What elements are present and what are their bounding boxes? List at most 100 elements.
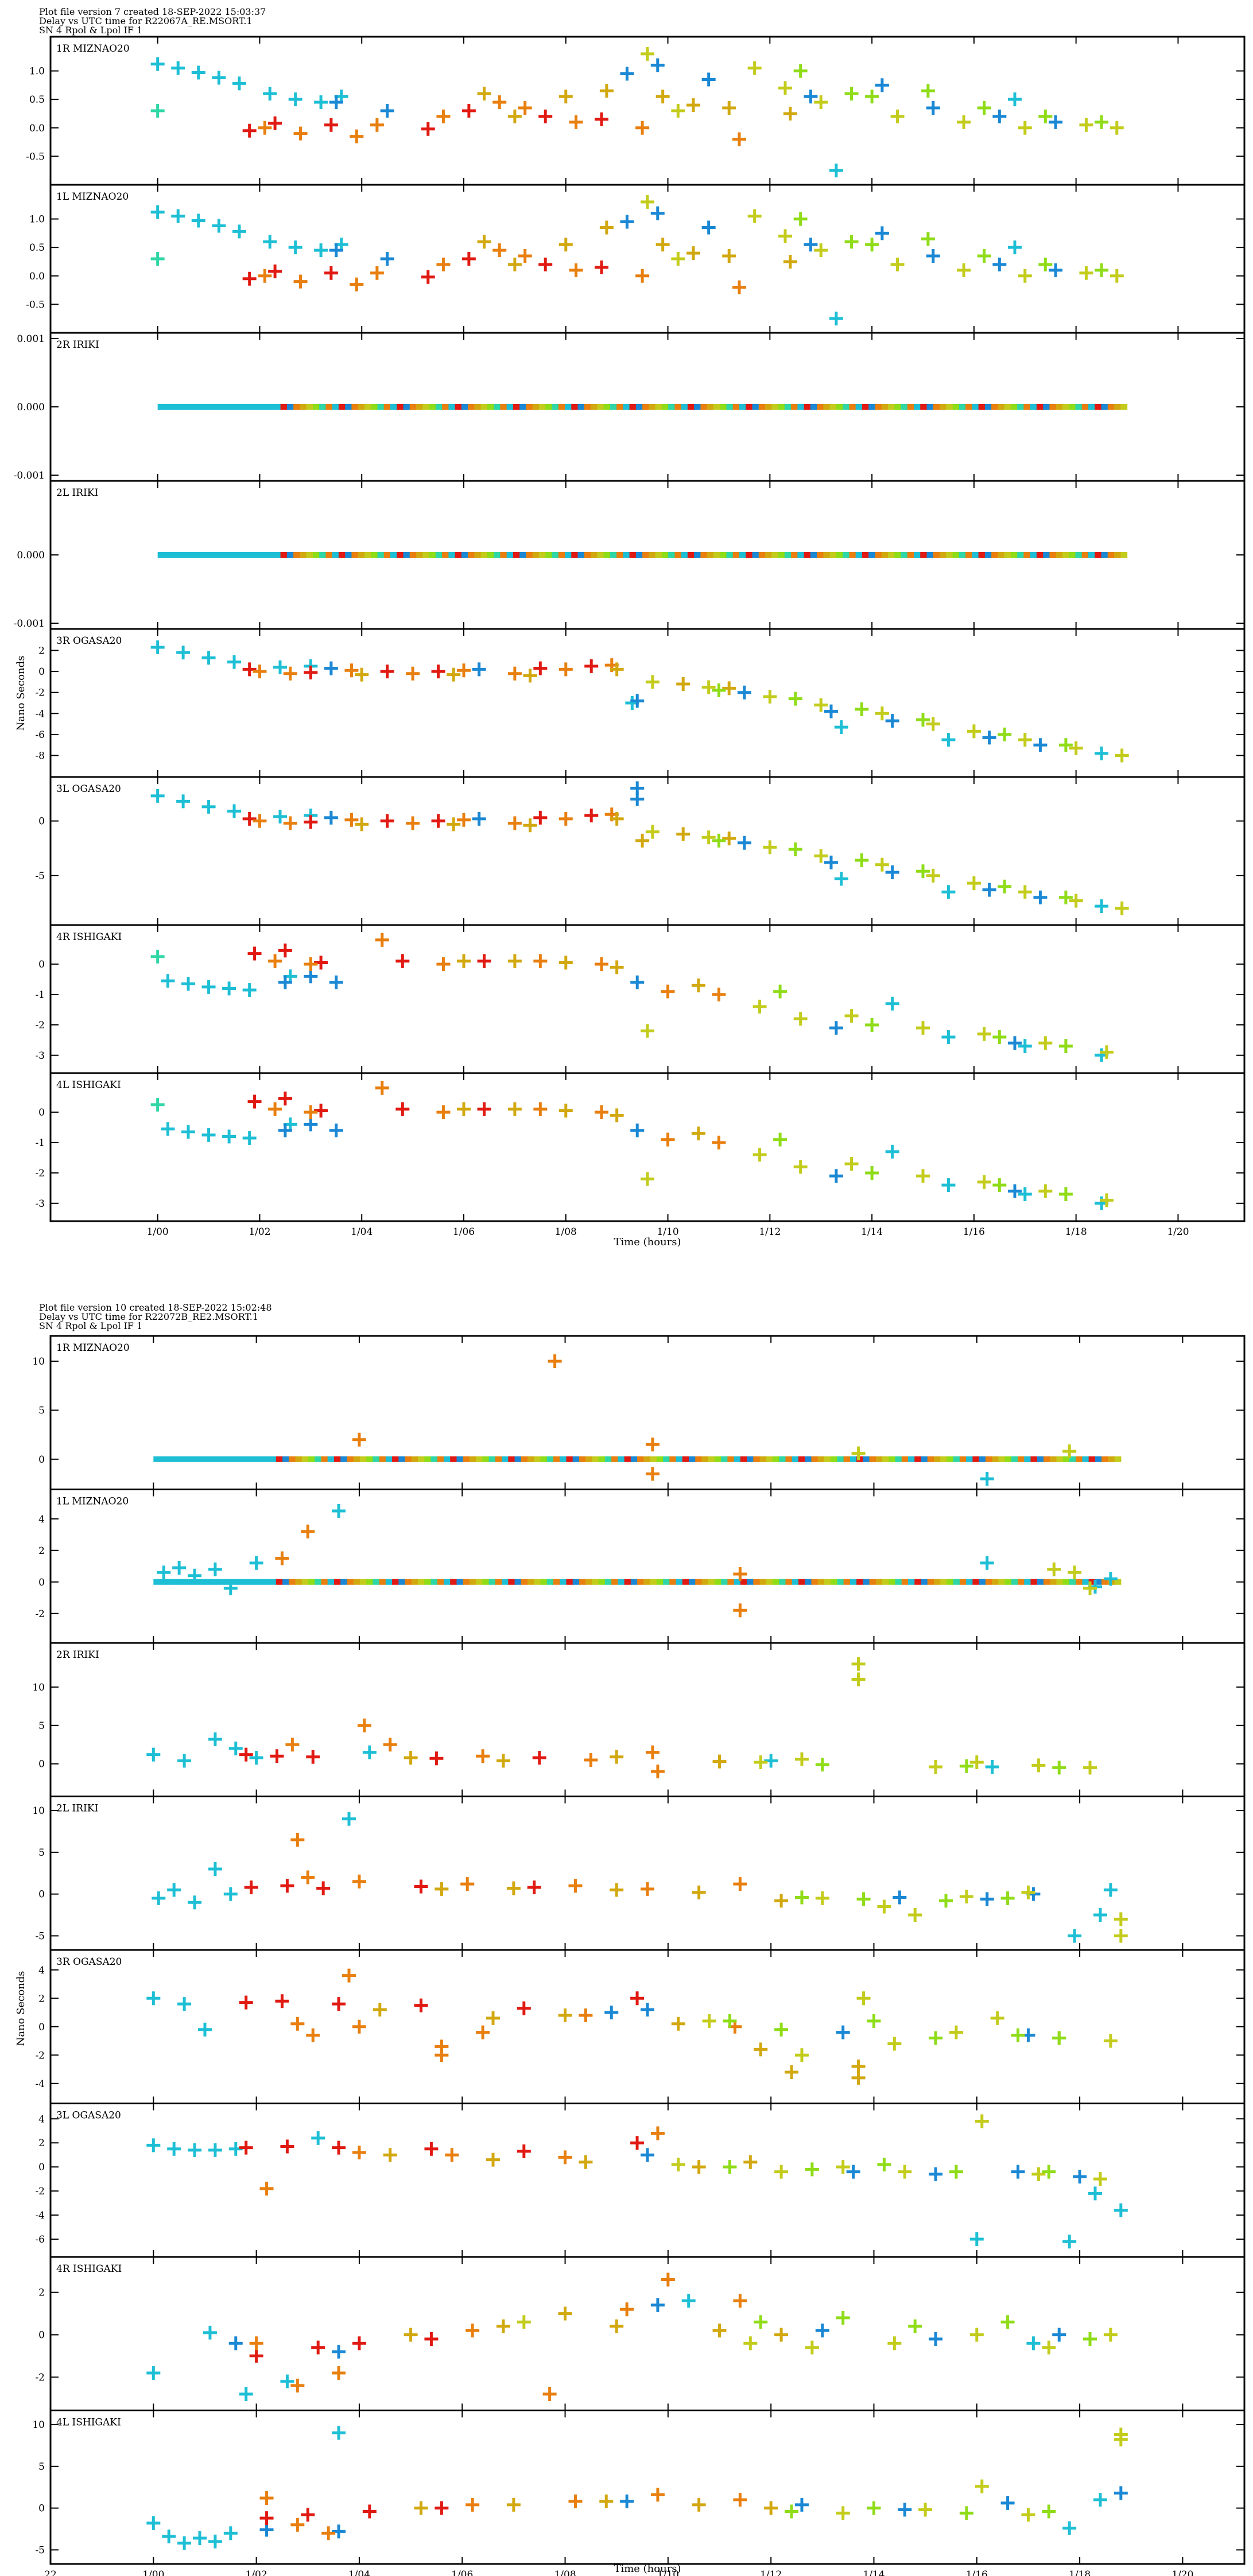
stripe-segment: [1030, 1456, 1038, 1462]
stripe-segment: [558, 552, 565, 558]
stripe-segment: [829, 404, 837, 410]
stripe-segment: [927, 1456, 934, 1462]
stripe-segment: [519, 552, 527, 558]
stripe-segment: [921, 1579, 928, 1585]
stripe-segment: [301, 1579, 309, 1585]
stripe-segment: [616, 552, 623, 558]
stripe-segment: [798, 1456, 805, 1462]
data-point-orange: [620, 2302, 634, 2317]
data-point-yellow: [645, 825, 660, 839]
stripe-segment: [250, 1456, 257, 1462]
stripe-segment: [978, 404, 986, 410]
data-point-red: [306, 1750, 320, 1764]
y-tick-label: -1: [35, 1137, 45, 1149]
data-point-teal: [150, 949, 165, 963]
stripe-segment: [553, 1456, 560, 1462]
data-point-yellow: [778, 81, 792, 95]
data-point-green: [992, 1178, 1007, 1192]
data-point-red: [517, 2144, 531, 2158]
data-point-blue: [1011, 2165, 1025, 2179]
stripe-segment: [740, 1579, 747, 1585]
data-point-blue: [1008, 1036, 1022, 1050]
data-point-yellow: [641, 195, 654, 209]
data-point-cyan: [228, 1741, 243, 1755]
stripe-segment: [416, 404, 423, 410]
stripe-segment: [468, 404, 475, 410]
data-point-blue: [332, 2345, 346, 2359]
stripe-segment: [623, 552, 630, 558]
data-point-yellow: [977, 1175, 991, 1189]
data-point-cyan: [222, 1129, 236, 1144]
stripe-segment: [681, 404, 688, 410]
plot-header-line: Delay vs UTC time for R22072B_RE2.MSORT.…: [39, 1311, 258, 1322]
stripe-segment: [836, 404, 843, 410]
data-point-gold: [457, 954, 471, 968]
stripe-segment: [553, 1579, 560, 1585]
data-point-yellow: [1103, 2034, 1118, 2048]
data-point-cyan: [167, 2142, 181, 2156]
data-point-red: [424, 2142, 439, 2156]
data-point-cyan: [829, 312, 843, 326]
data-point-gold: [457, 1102, 471, 1116]
stripe-segment: [545, 552, 553, 558]
stripe-segment: [946, 552, 953, 558]
data-point-yellow: [975, 2479, 989, 2493]
data-point-blue: [650, 58, 665, 72]
data-point-red: [301, 2508, 315, 2522]
y-tick-label: 5: [38, 1405, 45, 1416]
stripe-segment: [824, 1456, 831, 1462]
stripe-segment: [765, 404, 772, 410]
data-point-green: [959, 2506, 973, 2520]
stripe-segment: [1024, 1579, 1031, 1585]
data-point-orange: [306, 2028, 320, 2042]
data-point-blue: [992, 257, 1007, 271]
data-point-red: [435, 2501, 449, 2515]
y-tick-label: 0: [38, 816, 45, 827]
stripe-segment: [1076, 1456, 1083, 1462]
stripe-segment: [254, 552, 262, 558]
data-point-orange: [492, 243, 507, 258]
stripe-segment: [1062, 1579, 1070, 1585]
x-tick-label: 1/20: [1167, 1226, 1189, 1238]
stripe-segment: [565, 404, 572, 410]
stripe-segment: [778, 404, 785, 410]
stripe-segment: [720, 404, 727, 410]
data-point-cyan: [242, 1131, 257, 1145]
data-point-orange: [558, 662, 573, 677]
stripe-segment: [552, 404, 559, 410]
stripe-segment: [170, 404, 178, 410]
data-point-teal: [150, 252, 165, 266]
stripe-segment: [952, 404, 960, 410]
stripe-segment: [752, 552, 759, 558]
stripe-segment: [300, 552, 307, 558]
panel-2r-iriki: 2R IRIKI 0.001 0.000 -0.001: [14, 332, 1246, 482]
data-point-gold: [686, 98, 700, 112]
panel-label: 2L IRIKI: [56, 1803, 98, 1815]
stripe-segment: [823, 552, 831, 558]
stripe-segment: [933, 1456, 941, 1462]
stripe-segment: [315, 1579, 322, 1585]
stripe-segment: [196, 404, 204, 410]
data-point-orange: [732, 280, 746, 294]
data-point-cyan: [150, 205, 165, 219]
data-point-cyan: [1095, 899, 1109, 914]
data-point-green: [773, 1132, 788, 1147]
stripe-segment: [713, 552, 720, 558]
data-point-blue: [329, 975, 343, 989]
data-point-blue: [926, 101, 940, 115]
data-point-orange: [290, 2517, 305, 2532]
x-tick-label: 1/18: [1069, 2569, 1091, 2576]
stripe-segment: [456, 1579, 464, 1585]
stripe-segment: [1088, 404, 1095, 410]
stripe-segment: [308, 1456, 315, 1462]
stripe-segment: [340, 1456, 348, 1462]
y-tick-label: -2: [35, 1608, 45, 1620]
stripe-segment: [248, 552, 255, 558]
data-point-blue: [929, 2167, 943, 2181]
data-point-orange: [275, 1551, 289, 1565]
data-point-blue: [620, 215, 634, 229]
stripe-segment: [456, 1456, 464, 1462]
data-point-orange: [518, 249, 532, 263]
data-point-orange: [733, 2493, 747, 2507]
stripe-segment: [792, 1456, 799, 1462]
